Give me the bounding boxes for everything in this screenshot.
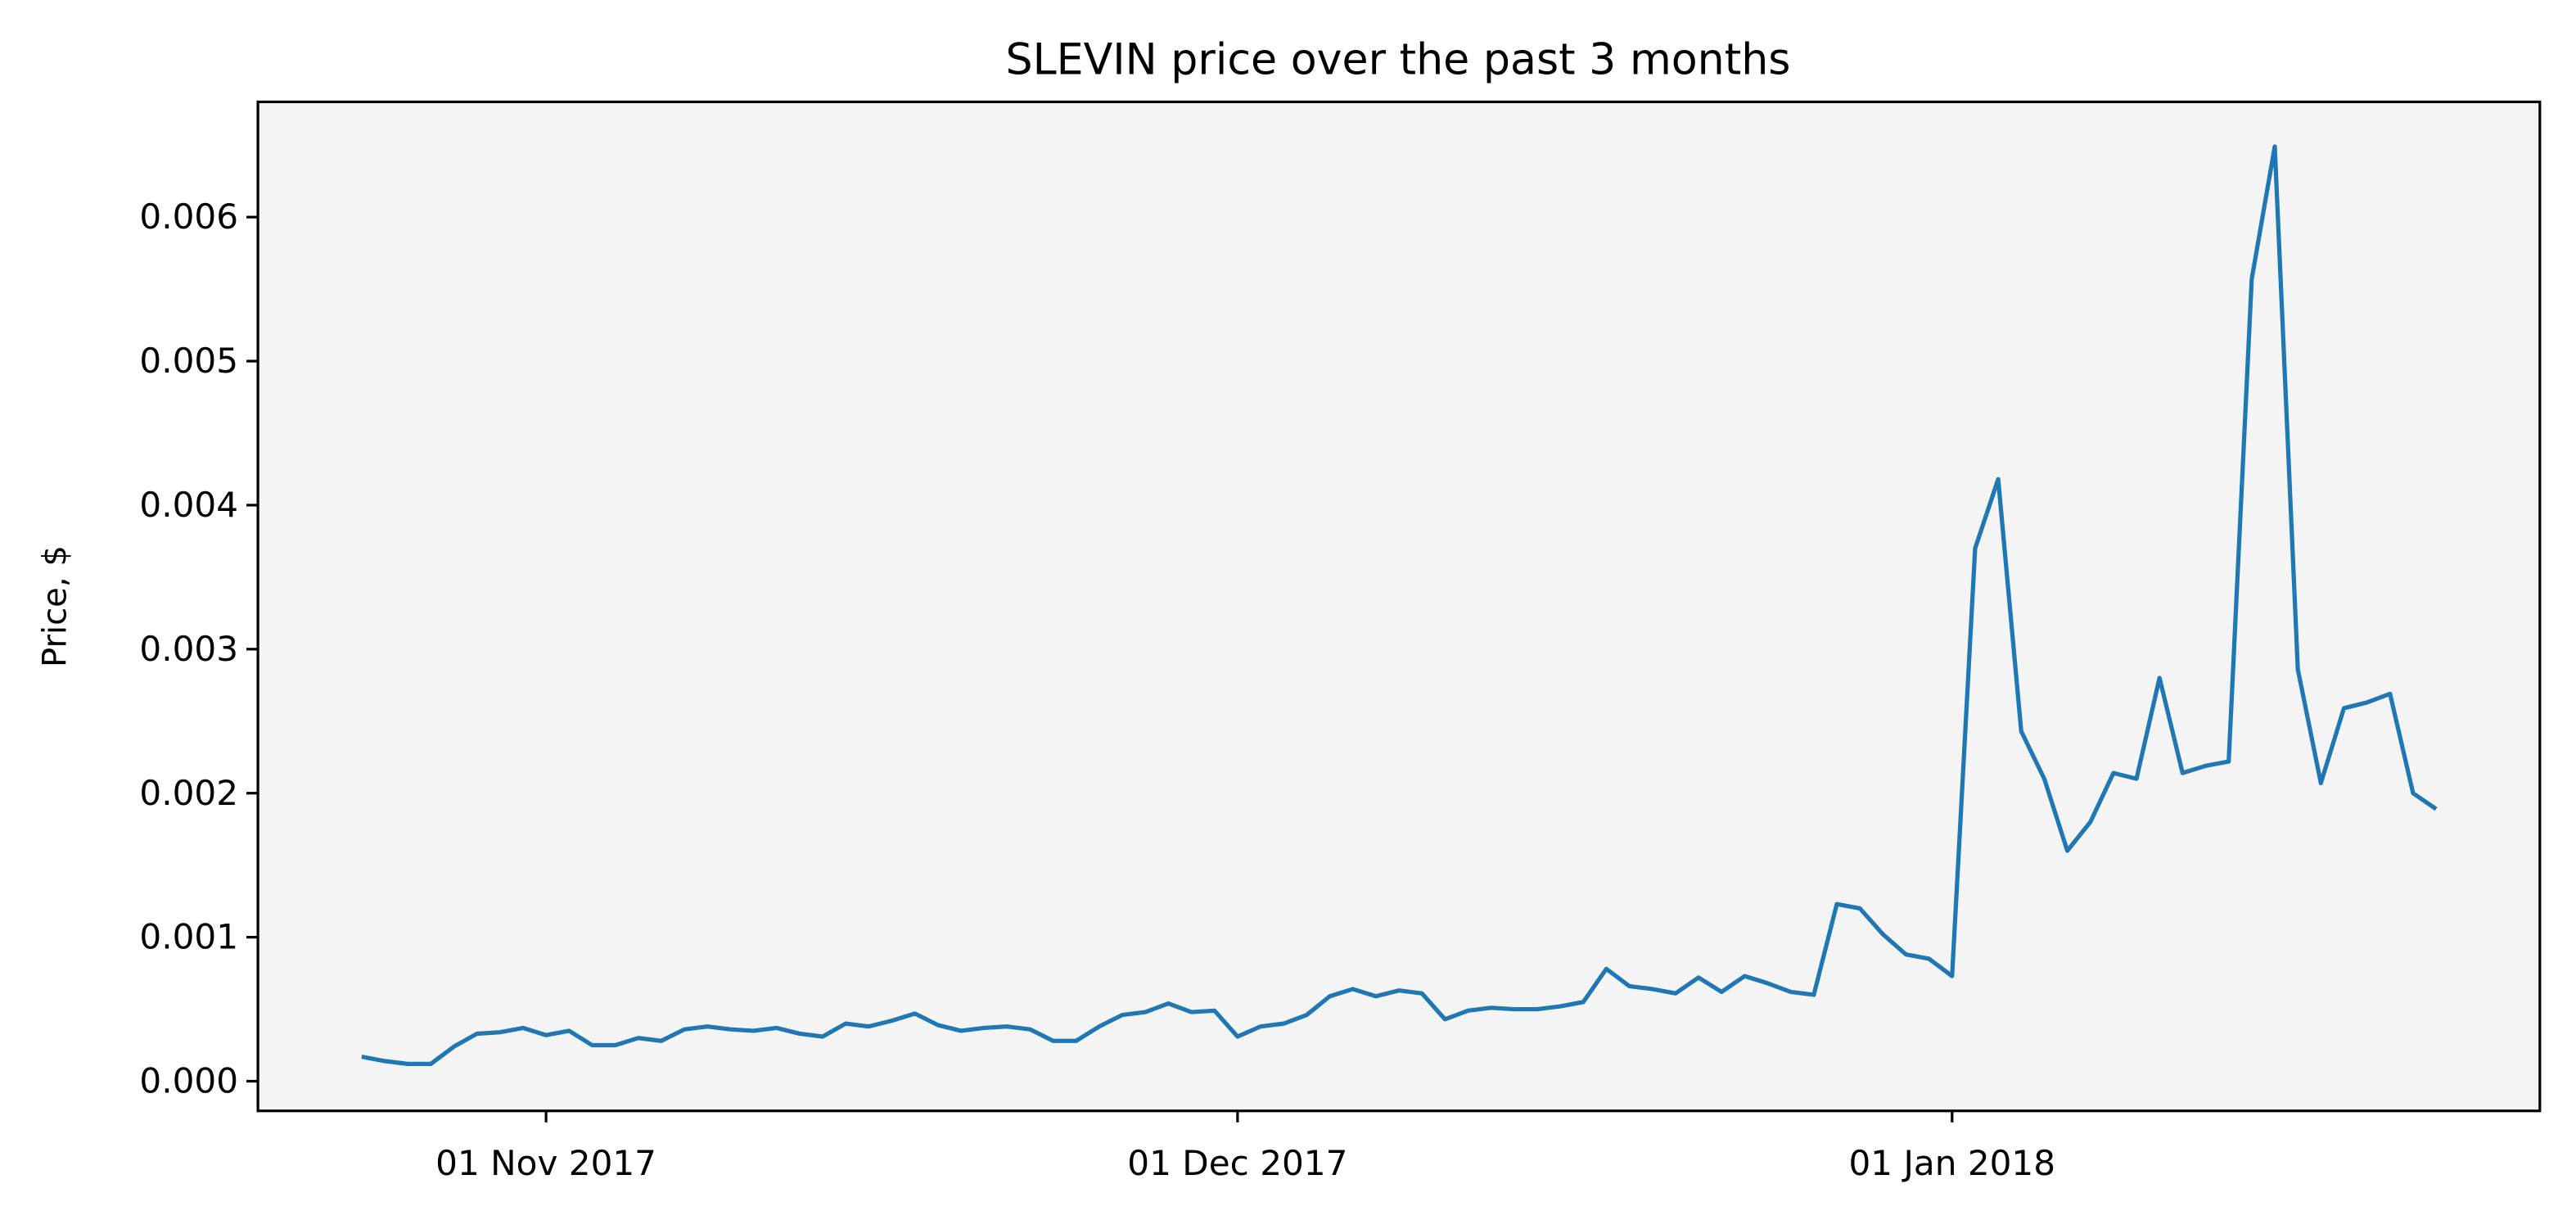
y-tick-label: 0.006 bbox=[139, 197, 238, 237]
x-tick-label: 01 Jan 2018 bbox=[1849, 1143, 2056, 1183]
y-axis-label: Price, $ bbox=[36, 545, 74, 667]
y-tick-label: 0.004 bbox=[139, 485, 238, 525]
x-tick-label: 01 Dec 2017 bbox=[1127, 1143, 1347, 1183]
plot-background bbox=[258, 102, 2540, 1111]
y-tick-label: 0.000 bbox=[139, 1061, 238, 1101]
chart-title: SLEVIN price over the past 3 months bbox=[1005, 35, 1790, 84]
plot-frame bbox=[256, 100, 2542, 1113]
y-tick-label: 0.003 bbox=[139, 629, 238, 669]
y-tick-label: 0.005 bbox=[139, 341, 238, 381]
y-tick-label: 0.001 bbox=[139, 917, 238, 957]
y-tick-label: 0.002 bbox=[139, 773, 238, 813]
price-line bbox=[361, 144, 2438, 1067]
x-tick-label: 01 Nov 2017 bbox=[435, 1143, 656, 1183]
